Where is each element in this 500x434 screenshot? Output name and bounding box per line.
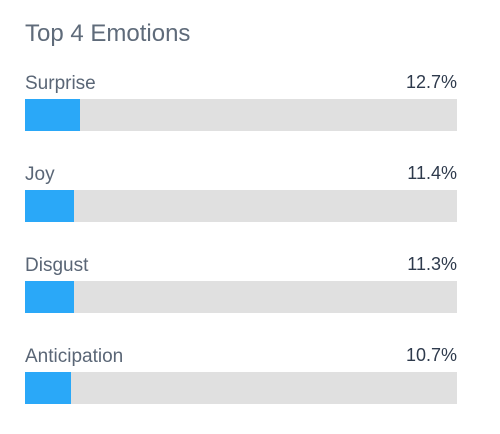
emotion-row-anticipation: Anticipation 10.7%: [25, 343, 457, 434]
bar-fill: [25, 99, 80, 131]
emotion-row-surprise: Surprise 12.7%: [25, 70, 457, 161]
bar-fill: [25, 372, 72, 404]
emotion-bar-list: Surprise 12.7% Joy 11.4% Disgust 11.3% A…: [25, 70, 457, 434]
bar-track: [25, 281, 457, 313]
category-label: Joy: [25, 164, 55, 185]
value-label: 11.4%: [407, 163, 457, 183]
value-label: 10.7%: [405, 345, 457, 365]
emotion-row-disgust: Disgust 11.3%: [25, 252, 457, 343]
bar-fill: [25, 190, 75, 222]
bar-track: [25, 190, 457, 222]
bar-track: [25, 99, 457, 131]
category-label: Disgust: [25, 255, 89, 276]
value-label: 11.3%: [407, 254, 457, 274]
bar-fill: [25, 281, 74, 313]
chart-title: Top 4 Emotions: [25, 20, 191, 47]
category-label: Anticipation: [25, 346, 124, 367]
bar-track: [25, 372, 457, 404]
emotion-row-joy: Joy 11.4%: [25, 161, 457, 252]
category-label: Surprise: [25, 73, 96, 94]
value-label: 12.7%: [405, 72, 457, 92]
